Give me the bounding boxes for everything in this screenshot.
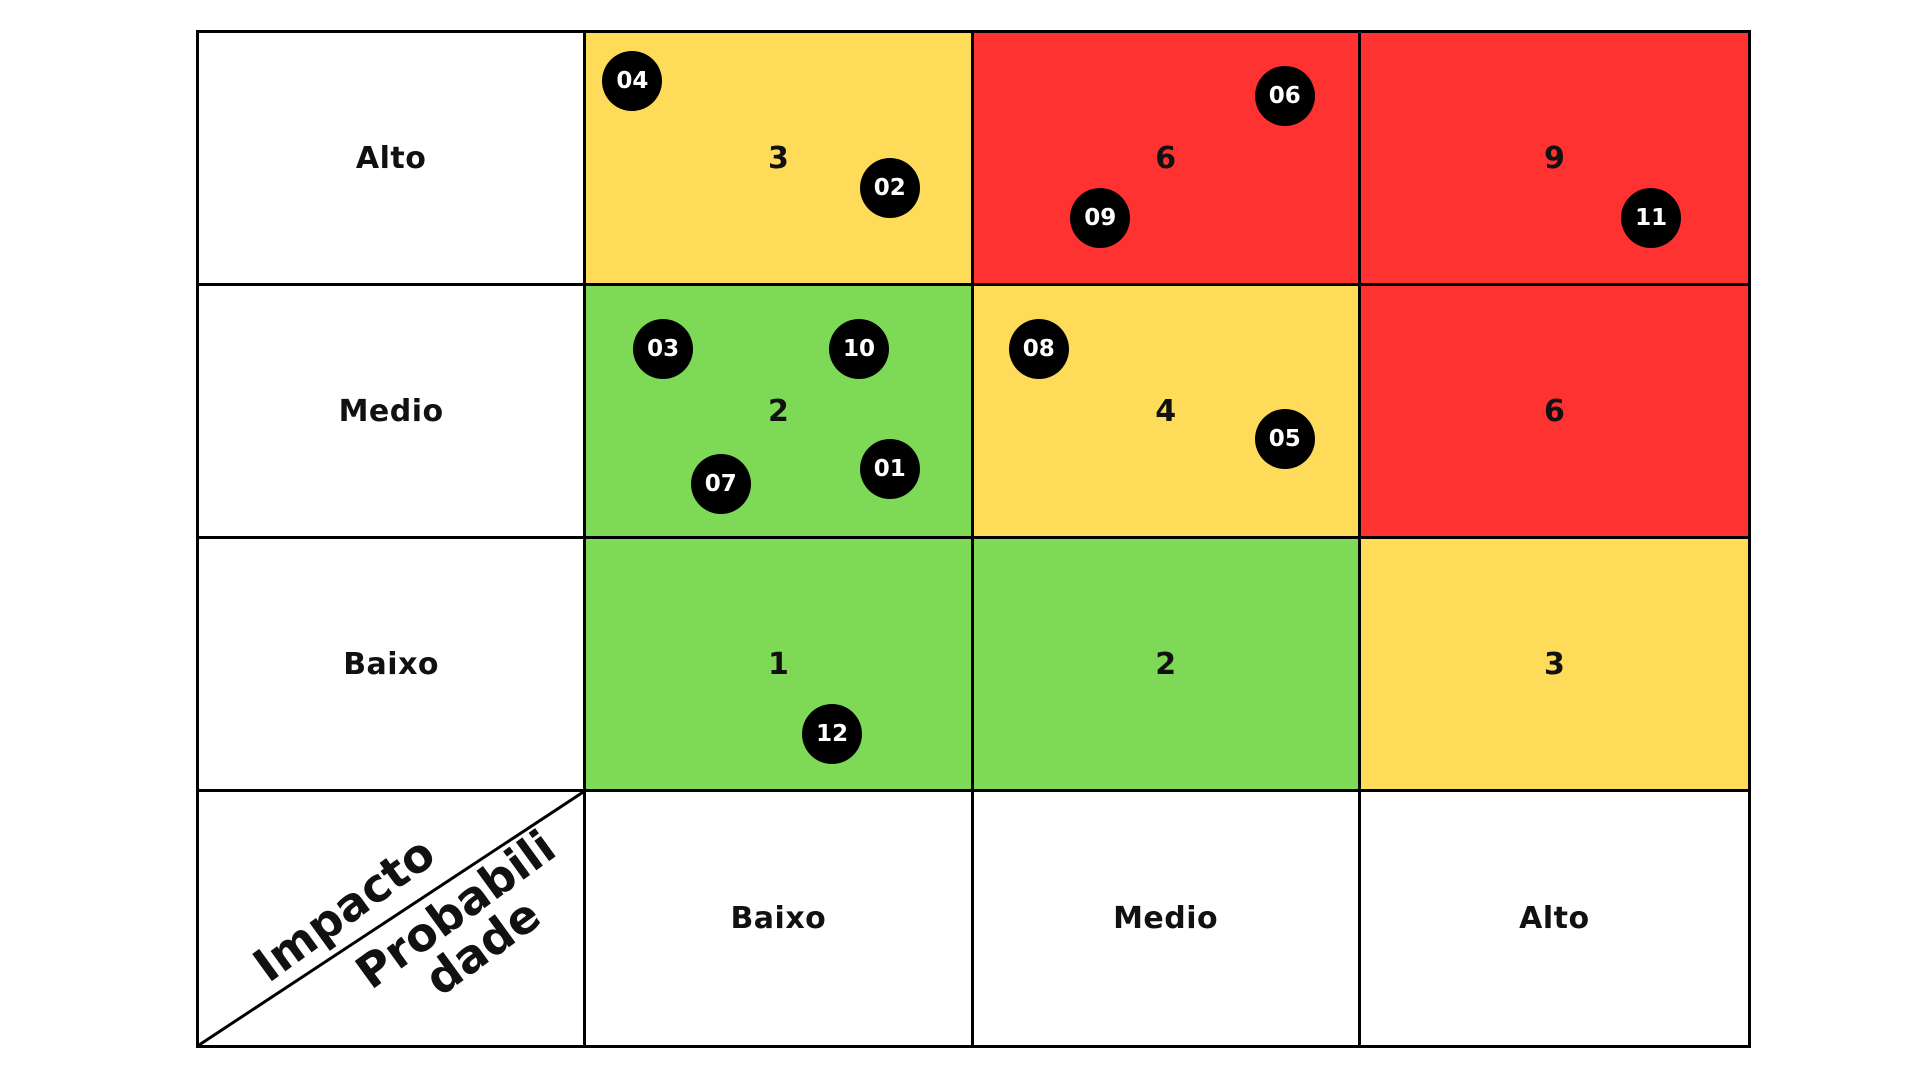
risk-score: 6 <box>1155 140 1177 176</box>
risk-score: 3 <box>767 140 789 176</box>
diagonal-divider <box>199 792 583 1045</box>
risk-marker: 10 <box>829 318 890 379</box>
row-label-text: Alto <box>355 140 427 176</box>
column-label-alto: Alto <box>1361 792 1748 1045</box>
risk-score: 3 <box>1543 646 1565 682</box>
risk-marker: 08 <box>1008 318 1069 379</box>
risk-score: 1 <box>767 646 789 682</box>
row-label-medio: Medio <box>199 286 587 539</box>
risk-marker: 05 <box>1254 408 1315 469</box>
risk-marker: 01 <box>859 438 920 499</box>
column-label-medio: Medio <box>974 792 1361 1045</box>
cell-medio-medio: 4 08 05 <box>973 286 1361 539</box>
cell-baixo-medio: 2 <box>973 539 1361 792</box>
cell-alto-medio: 6 06 09 <box>973 33 1361 286</box>
risk-marker: 06 <box>1254 65 1315 126</box>
risk-score: 6 <box>1543 393 1565 429</box>
cell-medio-baixo: 2 03 10 07 01 <box>586 286 974 539</box>
cell-baixo-alto: 3 <box>1360 539 1748 792</box>
column-label-text: Alto <box>1519 901 1590 936</box>
cell-alto-baixo: 3 04 02 <box>586 33 974 286</box>
risk-matrix: Alto 3 04 02 6 06 09 9 11 Medio 2 03 10 … <box>196 30 1751 1048</box>
column-label-text: Baixo <box>730 901 827 936</box>
risk-score: 9 <box>1543 140 1565 176</box>
risk-marker: 12 <box>802 704 863 764</box>
row-label-alto: Alto <box>199 33 587 286</box>
row-label-baixo: Baixo <box>199 539 587 792</box>
cell-medio-alto: 6 <box>1360 286 1748 539</box>
risk-marker: 04 <box>602 50 663 111</box>
risk-score: 4 <box>1155 393 1177 429</box>
cell-alto-alto: 9 11 <box>1360 33 1748 286</box>
risk-marker: 11 <box>1621 188 1682 248</box>
risk-marker: 07 <box>690 453 751 514</box>
risk-marker: 02 <box>859 158 920 218</box>
risk-marker: 03 <box>633 318 694 379</box>
axis-corner: Impacto Probabili dade <box>199 792 587 1045</box>
risk-score: 2 <box>767 393 789 429</box>
column-label-text: Medio <box>1113 901 1219 936</box>
cell-baixo-baixo: 1 12 <box>586 539 974 792</box>
row-label-text: Baixo <box>343 646 440 682</box>
risk-score: 2 <box>1155 646 1177 682</box>
row-label-text: Medio <box>338 393 444 429</box>
column-label-baixo: Baixo <box>586 792 974 1045</box>
risk-marker: 09 <box>1070 188 1131 248</box>
